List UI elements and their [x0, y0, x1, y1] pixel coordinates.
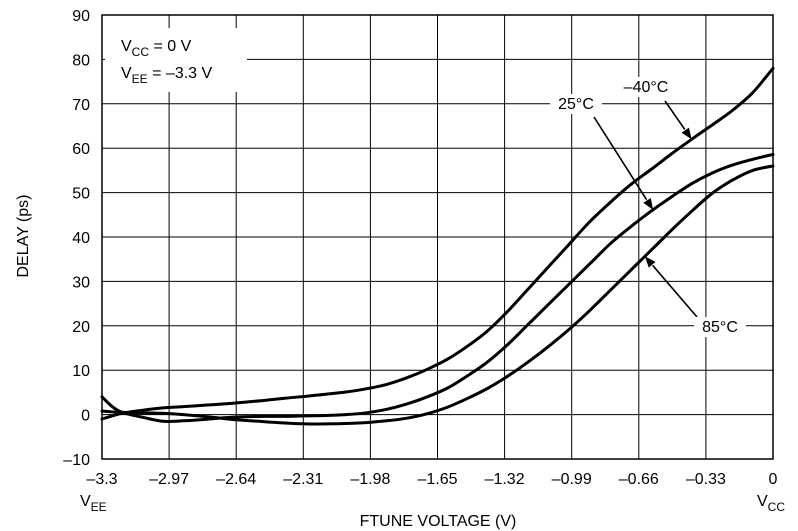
- arrow-line: [652, 264, 698, 318]
- x-tick-label: –2.31: [283, 471, 323, 488]
- x-tick-label: 0: [769, 471, 778, 488]
- plot-frame: [101, 14, 774, 460]
- series-label: 25°C: [558, 96, 594, 113]
- y-axis-title: DELAY (ps): [15, 195, 32, 278]
- x-tick-label: –0.99: [552, 471, 592, 488]
- x-tick-label: –1.98: [350, 471, 390, 488]
- series-label-background: [620, 77, 672, 97]
- y-tick-label: 60: [72, 141, 90, 158]
- y-tick-label: 80: [72, 52, 90, 69]
- condition-vcc: VCC = 0 V: [121, 38, 192, 59]
- series-labels: –40°C 25°C 85°C: [550, 77, 746, 337]
- arrow-head: [681, 127, 692, 140]
- y-tick-label: 0: [81, 408, 90, 425]
- x-tick-label: –0.33: [686, 471, 726, 488]
- series-curves: [100, 66, 775, 426]
- arrow-head: [644, 256, 656, 268]
- series-label: –40°C: [624, 79, 669, 96]
- y-tick-label: 40: [72, 230, 90, 247]
- y-tick-label: 50: [72, 186, 90, 203]
- series-arrows: [593, 100, 698, 318]
- series-line: [100, 152, 775, 424]
- x-end-label-vcc: VCC: [757, 493, 785, 514]
- y-tick-labels: –10 0 10 20 30 40 50 60 70 80 90: [63, 8, 90, 469]
- series-label-background: [550, 94, 602, 114]
- series-line: [100, 164, 775, 426]
- conditions-box: [105, 28, 247, 92]
- x-tick-label: –0.66: [619, 471, 659, 488]
- x-tick-labels: –3.3 –2.97 –2.64 –2.31 –1.98 –1.65 –1.32 –0.99 –…: [86, 471, 777, 488]
- arrow-line: [664, 100, 686, 130]
- series-label: 85°C: [702, 319, 738, 336]
- x-tick-label: –1.32: [485, 471, 525, 488]
- y-tick-label: 90: [72, 8, 90, 25]
- arrow-line: [593, 116, 648, 201]
- arrow-head: [643, 198, 654, 210]
- y-tick-label: 30: [72, 274, 90, 291]
- x-tick-label: –2.64: [216, 471, 256, 488]
- series-label-background: [694, 317, 746, 337]
- condition-vee: VEE = –3.3 V: [121, 65, 213, 86]
- y-tick-label: 70: [72, 97, 90, 114]
- series-line: [100, 66, 775, 421]
- x-end-label-vee: VEE: [80, 493, 107, 514]
- x-axis-title: FTUNE VOLTAGE (V): [360, 513, 517, 530]
- y-tick-label: 10: [72, 363, 90, 380]
- x-tick-label: –2.97: [149, 471, 189, 488]
- x-tick-label: –3.3: [86, 471, 117, 488]
- y-tick-label: 20: [72, 319, 90, 336]
- x-tick-label: –1.65: [417, 471, 457, 488]
- y-tick-label: –10: [63, 452, 90, 469]
